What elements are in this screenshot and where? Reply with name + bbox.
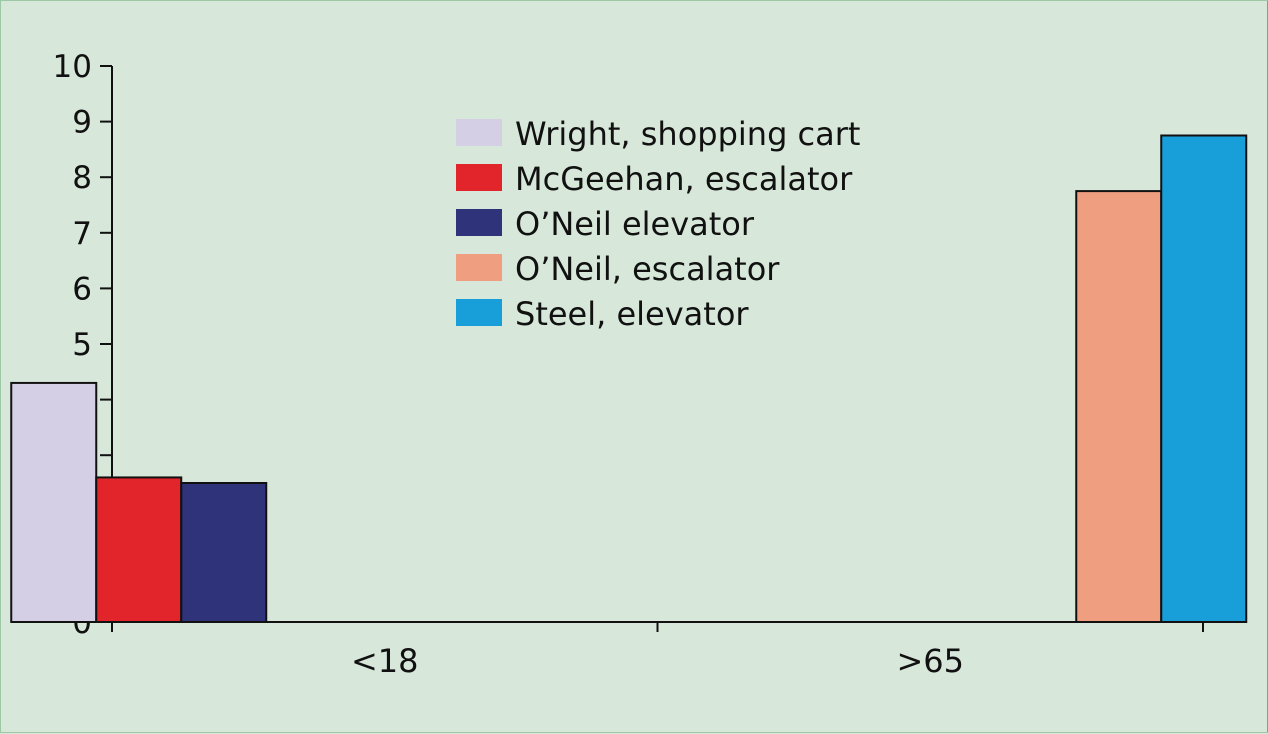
legend-swatch <box>456 119 502 146</box>
y-tick-label: 9 <box>72 105 92 141</box>
bar <box>1160 134 1248 623</box>
bar <box>10 381 98 624</box>
bar <box>1075 190 1163 623</box>
x-category-label: <18 <box>351 642 419 680</box>
y-tick-label: 8 <box>72 160 92 196</box>
legend-label: O’Neil, escalator <box>515 250 780 288</box>
bar <box>95 476 183 623</box>
y-tick-label: 6 <box>72 271 92 307</box>
y-tick-label: 10 <box>53 49 92 85</box>
legend: Wright, shopping cart McGeehan, escalator… <box>456 115 860 333</box>
bar <box>180 482 268 623</box>
bars <box>10 134 1248 624</box>
legend-label: McGeehan, escalator <box>515 160 853 198</box>
legend-swatch <box>456 209 502 236</box>
y-tick-label: 7 <box>72 216 92 252</box>
legend-label: Steel, elevator <box>515 295 749 333</box>
legend-label: O’Neil elevator <box>515 205 755 243</box>
y-tick-label: 5 <box>72 327 92 363</box>
legend-swatch <box>456 164 502 191</box>
legend-label: Wright, shopping cart <box>515 115 860 153</box>
legend-swatch <box>456 254 502 281</box>
x-axis: <18 >65 <box>111 621 1204 680</box>
legend-swatch <box>456 299 502 326</box>
x-category-label: >65 <box>896 642 964 680</box>
